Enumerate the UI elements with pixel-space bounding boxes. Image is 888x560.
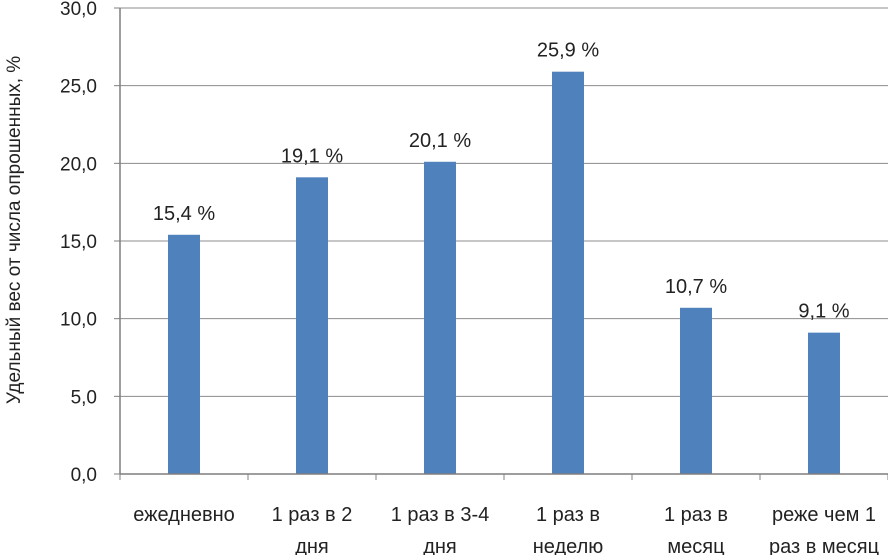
bar bbox=[168, 234, 200, 474]
bar bbox=[296, 177, 328, 474]
y-tick-label: 20,0 bbox=[60, 154, 97, 175]
x-category-label: ежедневно bbox=[133, 504, 235, 526]
y-tick-label: 30,0 bbox=[60, 0, 97, 20]
y-axis-title: Удельный вес от числа опрошенных, % bbox=[4, 56, 25, 404]
bar bbox=[680, 307, 712, 474]
data-label: 15,4 % bbox=[153, 203, 215, 225]
data-label: 20,1 % bbox=[409, 130, 471, 152]
y-tick-label: 25,0 bbox=[60, 77, 97, 98]
data-label: 19,1 % bbox=[281, 145, 343, 167]
x-category-label: 1 раз в 2 bbox=[272, 504, 353, 526]
y-tick-label: 5,0 bbox=[71, 387, 97, 408]
gridlines bbox=[114, 7, 888, 480]
x-category-label: месяц bbox=[667, 536, 724, 555]
y-tick-label: 0,0 bbox=[71, 465, 97, 486]
y-tick-label: 15,0 bbox=[60, 232, 97, 253]
bar bbox=[424, 161, 456, 474]
x-category-label: дня bbox=[423, 536, 457, 555]
x-category-label: 1 раз в 3-4 bbox=[391, 504, 490, 526]
bars bbox=[168, 71, 840, 474]
data-label: 10,7 % bbox=[665, 276, 727, 298]
data-label: 9,1 % bbox=[798, 301, 849, 323]
bar bbox=[552, 71, 584, 474]
x-category-label: реже чем 1 bbox=[772, 504, 876, 526]
x-category-label: 1 раз в bbox=[664, 504, 728, 526]
data-label: 25,9 % bbox=[537, 40, 599, 62]
data-labels: 15,4 % 19,1 % 20,1 % 25,9 % 10,7 % 9,1 % bbox=[153, 40, 850, 323]
y-tick-labels: 0,0 5,0 10,0 15,0 20,0 25,0 30,0 bbox=[60, 0, 97, 486]
x-category-label: неделю bbox=[533, 536, 604, 555]
x-category-label: 1 раз в bbox=[536, 504, 600, 526]
bar bbox=[808, 332, 840, 474]
x-tick-labels: ежедневно 1 раз в 2 дня 1 раз в 3-4 дня 1 раз… bbox=[133, 504, 879, 558]
y-tick-label: 10,0 bbox=[60, 310, 97, 331]
x-category-label: дня bbox=[295, 536, 329, 555]
axes bbox=[119, 8, 888, 475]
x-category-label: раз в месяц bbox=[769, 536, 879, 555]
